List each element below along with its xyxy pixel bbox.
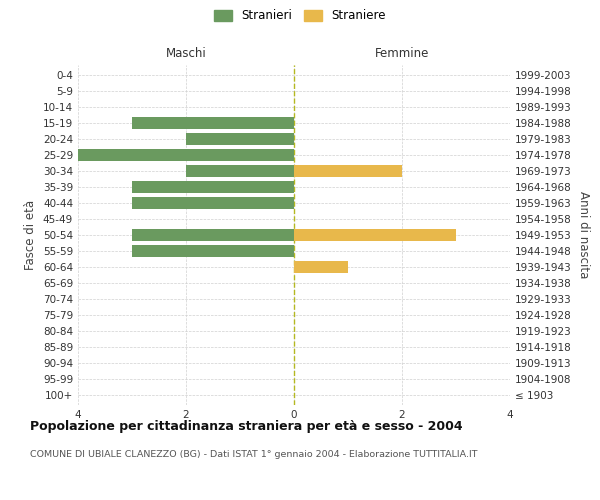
Bar [294,229,456,241]
Bar [132,117,294,128]
Bar [132,197,294,208]
Bar [186,165,294,176]
Bar [186,133,294,144]
Y-axis label: Anni di nascita: Anni di nascita [577,192,590,278]
Bar [294,262,348,273]
Bar [132,229,294,241]
Bar [294,165,402,176]
Bar [132,246,294,257]
Bar [132,181,294,192]
Y-axis label: Fasce di età: Fasce di età [25,200,37,270]
Legend: Stranieri, Straniere: Stranieri, Straniere [211,6,389,26]
Text: COMUNE DI UBIALE CLANEZZO (BG) - Dati ISTAT 1° gennaio 2004 - Elaborazione TUTTI: COMUNE DI UBIALE CLANEZZO (BG) - Dati IS… [30,450,478,459]
Text: Maschi: Maschi [166,47,206,60]
Text: Popolazione per cittadinanza straniera per età e sesso - 2004: Popolazione per cittadinanza straniera p… [30,420,463,433]
Bar [78,149,294,160]
Text: Femmine: Femmine [375,47,429,60]
